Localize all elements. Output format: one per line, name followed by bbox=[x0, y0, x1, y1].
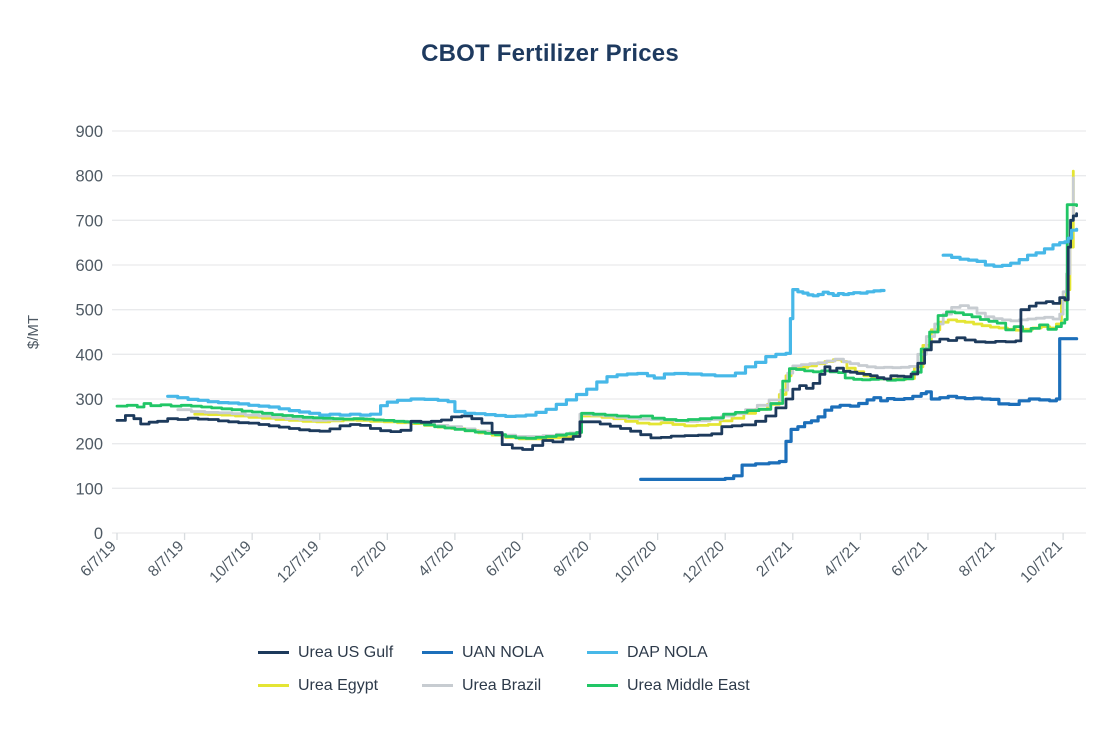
legend-label: UAN NOLA bbox=[462, 643, 544, 661]
series-line-urea-middle-east bbox=[115, 203, 1078, 440]
x-axis-tick-label: 6/7/21 bbox=[888, 538, 931, 581]
x-axis-tick-label: 2/7/20 bbox=[348, 538, 391, 581]
x-axis-tick-label: 12/7/20 bbox=[679, 538, 728, 587]
chart-title: CBOT Fertilizer Prices bbox=[421, 40, 679, 67]
x-axis-tick-label: 12/7/19 bbox=[274, 538, 323, 587]
legend-label: Urea Middle East bbox=[627, 676, 750, 694]
y-axis-tick-label: 600 bbox=[75, 257, 103, 275]
series-line-dap-nola bbox=[166, 288, 886, 418]
legend-label: Urea Egypt bbox=[298, 676, 379, 694]
series-line-dap-nola bbox=[941, 227, 1079, 268]
y-axis-tick-label: 400 bbox=[75, 346, 103, 364]
x-axis-tick-label: 6/7/20 bbox=[483, 538, 526, 581]
y-axis-tick-label: 900 bbox=[75, 123, 103, 141]
legend-swatch-icon bbox=[258, 684, 289, 687]
legend-swatch-icon bbox=[587, 651, 618, 654]
x-axis-tick-label: 4/7/20 bbox=[415, 538, 458, 581]
legend-label: Urea US Gulf bbox=[298, 643, 394, 661]
y-axis-tick-label: 800 bbox=[75, 168, 103, 186]
series-line-uan-nola bbox=[639, 337, 1079, 481]
legend-item-dap-nola: DAP NOLA bbox=[587, 636, 750, 669]
legend-label: Urea Brazil bbox=[462, 676, 542, 694]
legend-swatch-icon bbox=[422, 651, 453, 654]
x-axis-tick-label: 10/7/20 bbox=[612, 538, 661, 587]
x-axis-tick-label: 8/7/20 bbox=[550, 538, 593, 581]
x-axis-tick-label: 8/7/19 bbox=[145, 538, 188, 581]
y-axis-title: $/MT bbox=[25, 315, 42, 349]
legend-item-urea-brazil: Urea Brazil bbox=[422, 669, 587, 702]
legend-swatch-icon bbox=[422, 684, 453, 687]
x-axis-tick-label: 6/7/19 bbox=[77, 538, 120, 581]
series-line-urea-us-gulf bbox=[115, 212, 1078, 451]
legend-item-urea-egypt: Urea Egypt bbox=[258, 669, 422, 702]
legend-swatch-icon bbox=[587, 684, 618, 687]
y-axis-tick-label: 700 bbox=[75, 212, 103, 230]
chart-legend: Urea US Gulf UAN NOLA DAP NOLA Urea Egypt Ur… bbox=[258, 636, 750, 702]
legend-swatch-icon bbox=[258, 651, 289, 654]
x-axis-tick-label: 10/7/19 bbox=[206, 538, 255, 587]
x-axis-tick-label: 2/7/21 bbox=[753, 538, 796, 581]
x-axis-tick-label: 8/7/21 bbox=[956, 538, 999, 581]
y-axis-tick-label: 100 bbox=[75, 480, 103, 498]
y-axis-tick-label: 0 bbox=[94, 525, 103, 543]
x-axis-tick-label: 4/7/21 bbox=[821, 538, 864, 581]
legend-item-urea-us-gulf: Urea US Gulf bbox=[258, 636, 422, 669]
legend-label: DAP NOLA bbox=[627, 643, 708, 661]
y-axis-tick-label: 200 bbox=[75, 436, 103, 454]
y-axis-tick-label: 500 bbox=[75, 302, 103, 320]
x-axis-tick-label: 10/7/21 bbox=[1017, 538, 1066, 587]
legend-item-urea-middle-east: Urea Middle East bbox=[587, 669, 750, 702]
legend-item-uan-nola: UAN NOLA bbox=[422, 636, 587, 669]
y-axis-tick-label: 300 bbox=[75, 391, 103, 409]
